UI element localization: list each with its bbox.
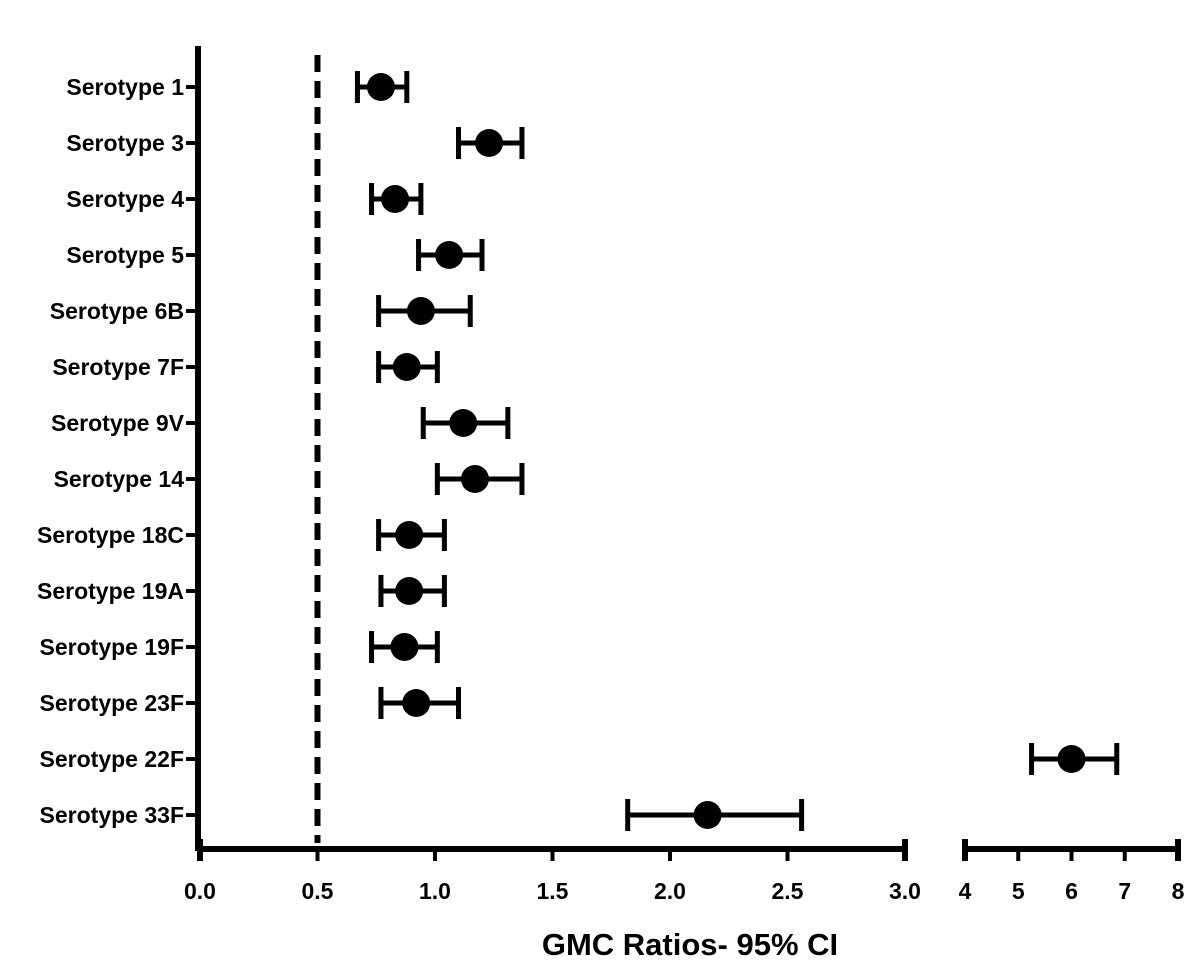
estimate-point (395, 521, 424, 549)
labels-layer: 0.0 0.5 1.0 1.5 2.0 2.5 3.0 4 5 6 7 8 Serotype 1 Sero… (37, 74, 1185, 904)
estimate-point (693, 801, 722, 829)
x-tick-label: 2.5 (772, 878, 804, 904)
x-tick-label: 1.0 (419, 878, 451, 904)
estimate-point (366, 73, 395, 101)
category-label: Serotype 19F (40, 634, 184, 660)
x-tick-label: 0.5 (302, 878, 334, 904)
marks-layer (354, 71, 1120, 831)
category-label: Serotype 9V (51, 410, 185, 436)
x-tick-label: 7 (1118, 878, 1131, 904)
estimate-point (435, 241, 464, 269)
category-label: Serotype 22F (40, 746, 184, 772)
x-tick-label: 2.0 (654, 878, 686, 904)
x-tick-label: 0.0 (184, 878, 216, 904)
estimate-point (381, 185, 410, 213)
estimate-point (395, 577, 424, 605)
category-label: Serotype 5 (66, 242, 184, 268)
category-label: Serotype 1 (66, 74, 184, 100)
axis-layer (186, 46, 1181, 861)
x-tick-label: 5 (1012, 878, 1025, 904)
x-tick-label: 6 (1065, 878, 1078, 904)
category-label: Serotype 14 (54, 466, 185, 492)
estimate-point (1057, 745, 1086, 773)
x-tick-label: 3.0 (889, 878, 921, 904)
estimate-point (402, 689, 431, 717)
x-tick-label: 4 (959, 878, 972, 904)
estimate-point (460, 465, 489, 493)
x-tick-label: 8 (1172, 878, 1185, 904)
estimate-point (475, 129, 504, 157)
estimate-point (392, 353, 421, 381)
category-label: Serotype 18C (37, 522, 184, 548)
category-label: Serotype 3 (66, 130, 184, 156)
category-label: Serotype 23F (40, 690, 184, 716)
category-label: Serotype 7F (52, 354, 184, 380)
estimate-point (406, 297, 435, 325)
estimate-point (390, 633, 419, 661)
category-label: Serotype 19A (37, 578, 184, 604)
x-axis-title: GMC Ratios- 95% CI (542, 927, 838, 960)
x-tick-label: 1.5 (537, 878, 569, 904)
category-label: Serotype 4 (66, 186, 184, 212)
category-label: Serotype 6B (50, 298, 184, 324)
category-label: Serotype 33F (40, 802, 184, 828)
estimate-point (449, 409, 478, 437)
